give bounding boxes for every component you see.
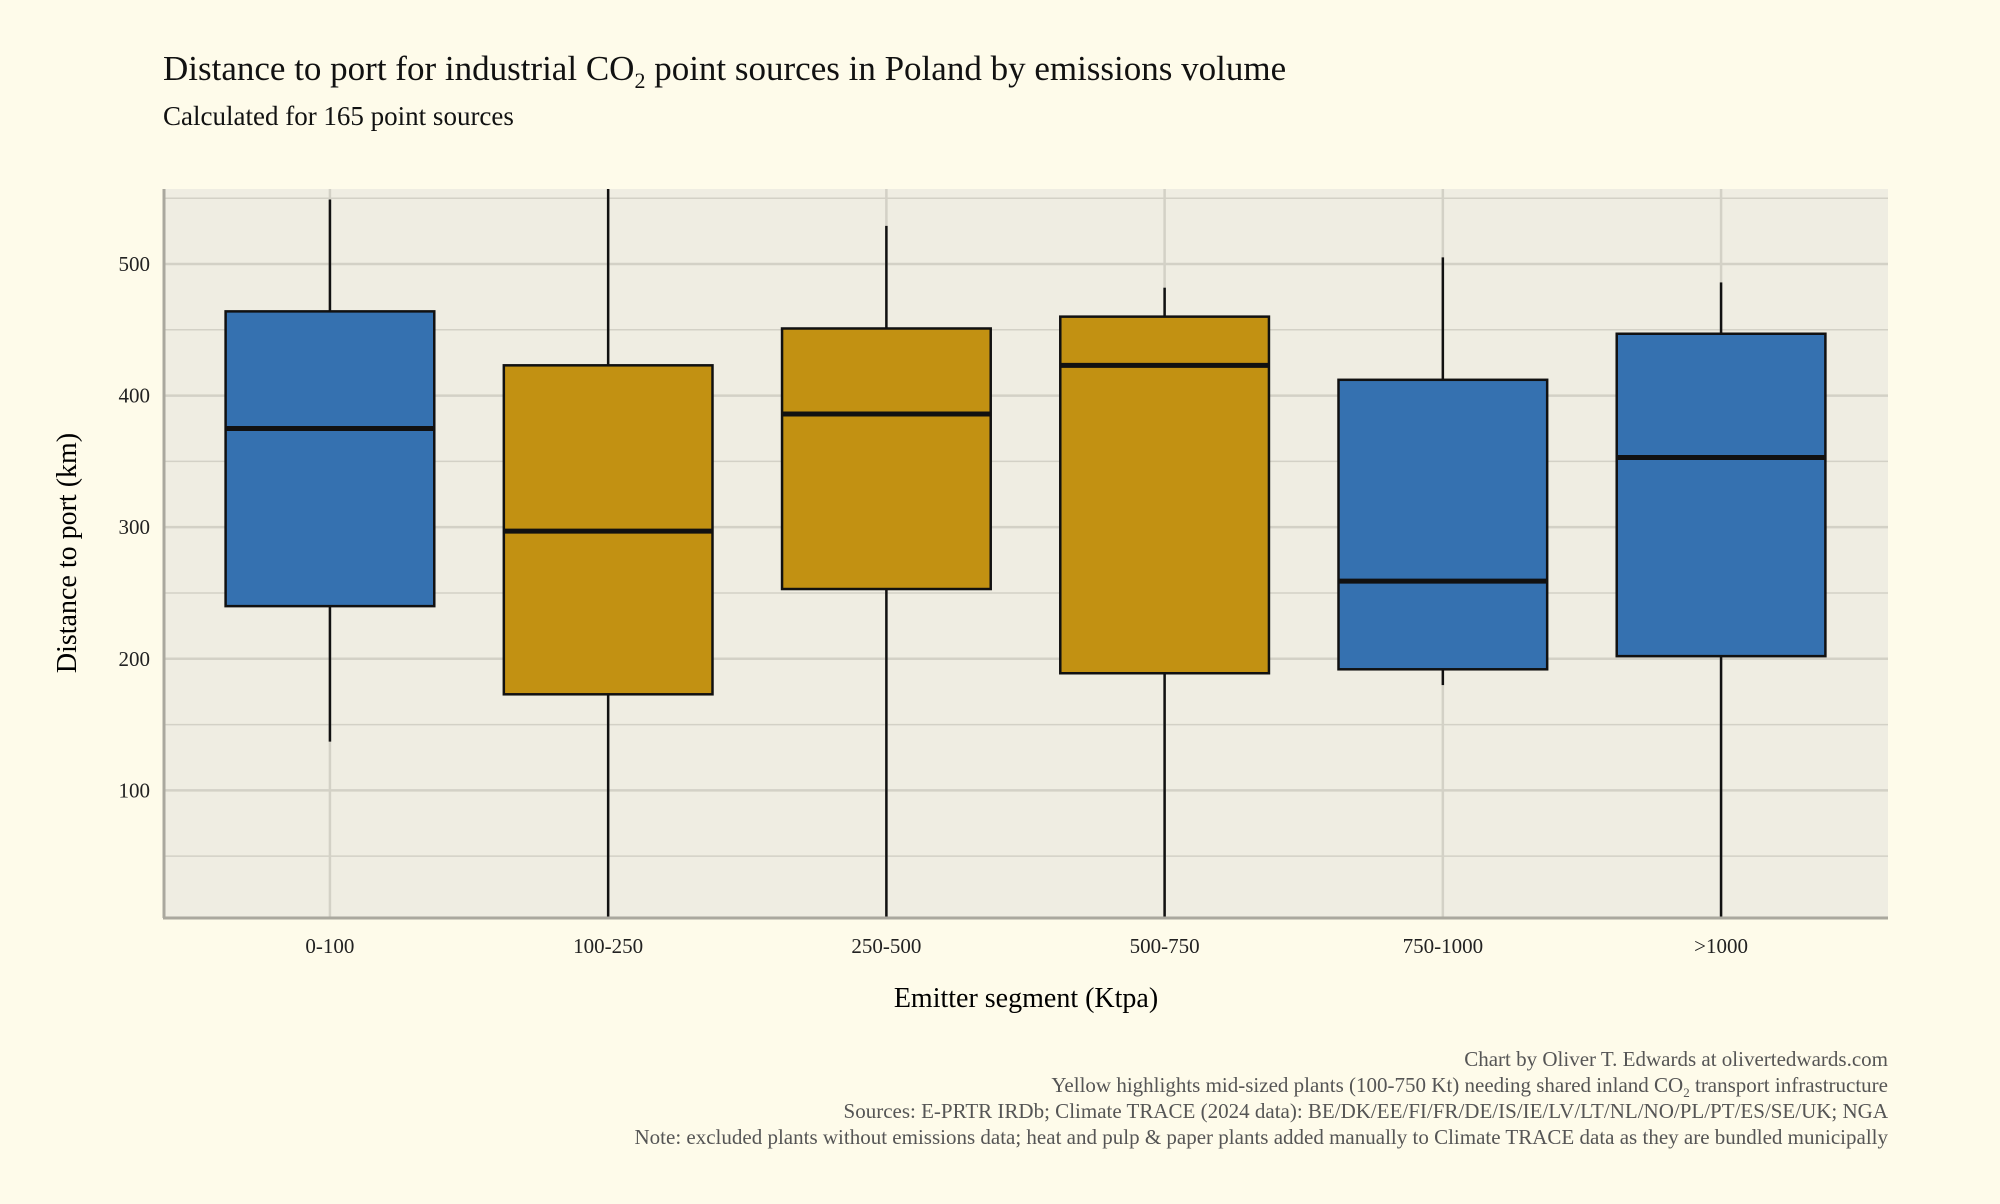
iqr-box: [1059, 315, 1271, 675]
x-tick-label: 250-500: [851, 934, 921, 958]
chart-subtitle: Calculated for 165 point sources: [163, 101, 514, 131]
box->1000: [1615, 282, 1827, 918]
caption-line-4: Note: excluded plants without emissions …: [635, 1125, 1889, 1149]
x-tick-label: 100-250: [573, 934, 643, 958]
iqr-box: [224, 310, 436, 608]
box-250-500: [780, 225, 992, 918]
caption-line-3: Sources: E-PRTR IRDb; Climate TRACE (202…: [844, 1099, 1889, 1123]
y-tick-label: 400: [119, 384, 151, 408]
x-tick-label: 500-750: [1130, 934, 1200, 958]
x-tick-labels: 0-100 100-250 250-500 500-750 750-1000 >1000: [305, 934, 1748, 958]
y-tick-labels: 100 200 300 400 500: [119, 252, 151, 802]
x-axis-label: Emitter segment (Ktpa): [894, 983, 1158, 1014]
chart-title: Distance to port for industrial CO2 poin…: [163, 49, 1286, 93]
box-0-100: [224, 199, 436, 742]
iqr-box: [780, 327, 992, 591]
iqr-box: [1615, 332, 1827, 658]
box-750-1000: [1337, 257, 1549, 686]
y-tick-label: 200: [119, 647, 151, 671]
x-tick-label: 0-100: [305, 934, 354, 958]
iqr-box: [1337, 378, 1549, 671]
y-tick-label: 100: [119, 778, 151, 802]
caption: Chart by Oliver T. Edwards at olivertedw…: [635, 1047, 1889, 1149]
y-tick-label: 300: [119, 515, 151, 539]
x-tick-label: 750-1000: [1403, 934, 1484, 958]
y-tick-label: 500: [119, 252, 151, 276]
boxes: [224, 189, 1827, 918]
y-axis-label: Distance to port (km): [52, 433, 83, 673]
caption-line-1: Chart by Oliver T. Edwards at olivertedw…: [1464, 1047, 1888, 1071]
caption-line-2: Yellow highlights mid-sized plants (100-…: [1051, 1073, 1888, 1100]
x-tick-label: >1000: [1694, 934, 1748, 958]
plot-panel: [163, 189, 1888, 918]
box-100-250: [502, 189, 714, 918]
box-500-750: [1059, 287, 1271, 918]
